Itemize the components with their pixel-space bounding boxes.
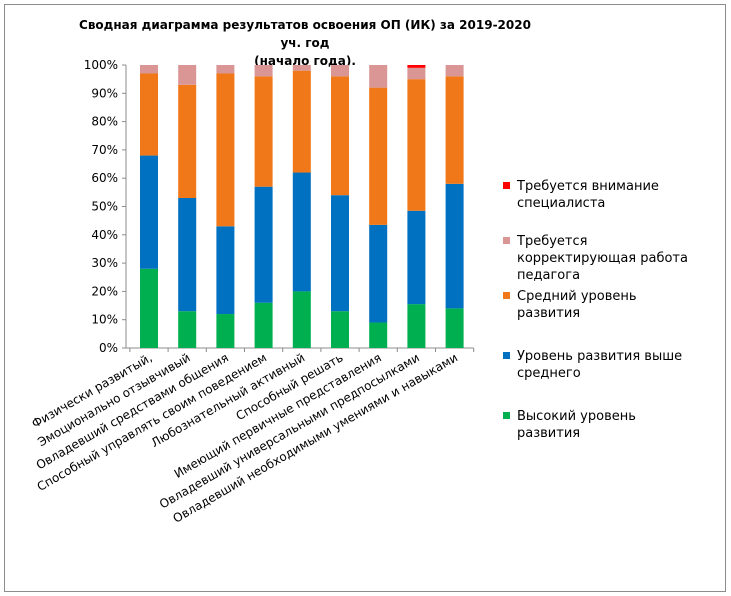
bar-segment xyxy=(445,76,464,184)
bar-segment xyxy=(292,291,311,348)
y-tick-label: 0% xyxy=(99,341,118,355)
legend-label: развития xyxy=(517,306,580,321)
bar-segment xyxy=(369,322,388,348)
bar-segment xyxy=(254,186,273,303)
bar-segment xyxy=(369,87,388,225)
bar-segment xyxy=(216,226,235,315)
chart-title-line-2: (начало года). xyxy=(254,54,356,68)
legend-label: корректирующая работа xyxy=(517,251,688,266)
bar-segment xyxy=(140,155,158,269)
y-tick-label: 40% xyxy=(91,228,118,242)
bar-segment xyxy=(254,76,273,187)
bar-segment xyxy=(254,65,273,77)
bar-segment xyxy=(445,183,464,309)
legend-swatch xyxy=(503,237,510,244)
bar-segment xyxy=(178,65,197,85)
bar-segment xyxy=(178,198,197,312)
legend-label: Требуется xyxy=(516,234,587,249)
y-tick-label: 20% xyxy=(91,284,118,298)
y-tick-label: 90% xyxy=(91,86,118,100)
y-tick-label: 30% xyxy=(91,256,118,270)
y-tick-label: 70% xyxy=(91,143,118,157)
bar-segment xyxy=(140,268,158,348)
bar-segment xyxy=(292,65,311,71)
y-tick-label: 10% xyxy=(91,313,118,327)
bar-segment xyxy=(407,79,426,211)
legend-label: педагога xyxy=(517,268,580,283)
chart-title: Сводная диаграмма результатов освоения О… xyxy=(70,16,540,70)
legend-swatch xyxy=(503,412,510,419)
y-tick-label: 100% xyxy=(84,58,118,72)
bar-segment xyxy=(369,65,388,88)
bar-segment xyxy=(369,224,388,323)
bar-segment xyxy=(178,84,197,199)
legend-label: Уровень развития выше xyxy=(517,349,682,364)
bar-segment xyxy=(178,311,197,348)
chart-frame xyxy=(4,4,726,592)
legend-swatch xyxy=(503,182,510,189)
y-tick-label: 50% xyxy=(91,200,118,214)
bar-segment xyxy=(331,76,349,196)
bar-segment xyxy=(331,65,349,77)
y-tick-label: 80% xyxy=(91,115,118,129)
legend-label: Высокий уровень xyxy=(517,409,636,424)
legend-label: специалиста xyxy=(517,196,605,211)
legend-swatch xyxy=(503,352,510,359)
legend-label: Требуется внимание xyxy=(516,179,659,194)
bar-segment xyxy=(216,314,235,348)
bar-segment xyxy=(140,73,158,156)
bar-segment xyxy=(140,65,158,74)
bar-segment xyxy=(216,73,235,227)
bar-segment xyxy=(331,195,349,312)
chart-title-line-1: Сводная диаграмма результатов освоения О… xyxy=(79,18,531,50)
legend-label: среднего xyxy=(517,366,581,381)
bar-segment xyxy=(407,67,426,80)
bar-segment xyxy=(407,65,426,68)
legend-label: Средний уровень xyxy=(517,289,637,304)
bar-segment xyxy=(254,302,273,348)
legend-swatch xyxy=(503,292,510,299)
bar-segment xyxy=(292,70,311,173)
bar-segment xyxy=(216,65,235,74)
bar-segment xyxy=(292,172,311,292)
y-tick-label: 60% xyxy=(91,171,118,185)
bar-segment xyxy=(445,65,464,77)
bar-segment xyxy=(407,304,426,348)
bar-segment xyxy=(407,210,426,305)
bar-segment xyxy=(331,311,349,348)
legend-label: развития xyxy=(517,426,580,441)
bar-segment xyxy=(445,308,464,348)
